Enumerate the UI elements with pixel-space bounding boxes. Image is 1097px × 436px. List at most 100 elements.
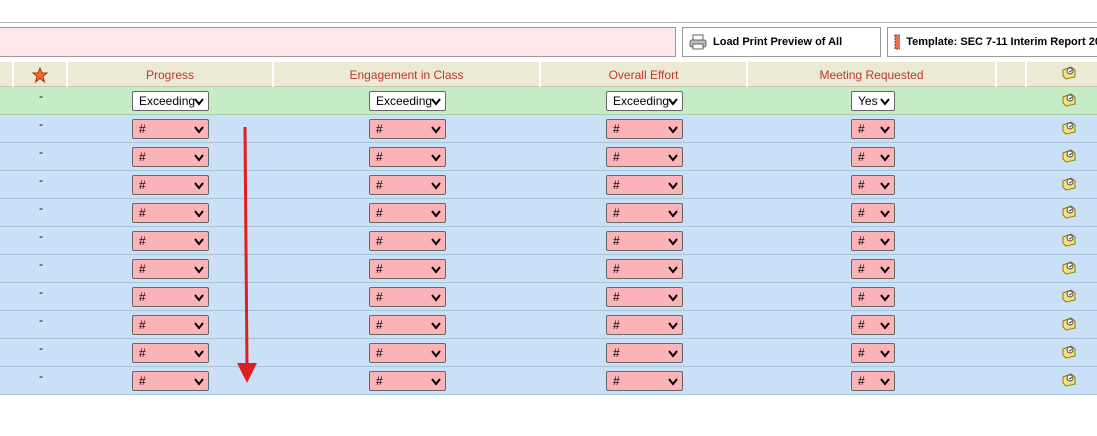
note-icon[interactable] bbox=[1062, 261, 1076, 275]
dropdown-value: # bbox=[139, 318, 146, 332]
note-icon[interactable] bbox=[1062, 233, 1076, 247]
print-button[interactable]: Load Print Preview of All bbox=[682, 27, 881, 57]
chevron bbox=[880, 182, 890, 190]
chevron bbox=[194, 322, 204, 330]
dropdown[interactable]: # bbox=[369, 231, 446, 251]
dropdown-value: # bbox=[858, 122, 865, 136]
dropdown[interactable]: # bbox=[369, 315, 446, 335]
dropdown[interactable]: # bbox=[606, 119, 683, 139]
dropdown[interactable]: # bbox=[851, 231, 895, 251]
dropdown[interactable]: # bbox=[369, 147, 446, 167]
dropdown[interactable]: # bbox=[851, 343, 895, 363]
note-icon[interactable] bbox=[1062, 121, 1076, 135]
chevron bbox=[880, 154, 890, 162]
dropdown[interactable]: # bbox=[132, 175, 209, 195]
note-icon[interactable] bbox=[1062, 177, 1076, 191]
dropdown[interactable]: # bbox=[851, 371, 895, 391]
chevron bbox=[431, 182, 441, 190]
column-header: Overall Effort bbox=[541, 62, 748, 87]
dropdown[interactable]: # bbox=[132, 259, 209, 279]
chevron bbox=[431, 266, 441, 274]
dropdown-value: # bbox=[376, 206, 383, 220]
note-icon[interactable] bbox=[1062, 149, 1076, 163]
dropdown-value: # bbox=[139, 150, 146, 164]
dropdown[interactable]: # bbox=[851, 259, 895, 279]
row-marker: - bbox=[39, 341, 43, 355]
dropdown-value: # bbox=[139, 122, 146, 136]
header-cell bbox=[0, 62, 14, 87]
chevron bbox=[880, 126, 890, 134]
dropdown[interactable]: # bbox=[369, 287, 446, 307]
chevron bbox=[668, 182, 678, 190]
row-marker: - bbox=[39, 313, 43, 327]
dropdown[interactable]: # bbox=[132, 371, 209, 391]
chevron bbox=[194, 126, 204, 134]
dropdown[interactable]: # bbox=[851, 119, 895, 139]
dropdown[interactable]: # bbox=[369, 259, 446, 279]
dropdown[interactable]: # bbox=[851, 203, 895, 223]
dropdown[interactable]: # bbox=[606, 147, 683, 167]
dropdown-value: # bbox=[376, 122, 383, 136]
dropdown[interactable]: # bbox=[132, 119, 209, 139]
template-button[interactable]: Template: SEC 7-11 Interim Report 20 bbox=[887, 27, 1097, 57]
chevron bbox=[668, 238, 678, 246]
row-marker: - bbox=[39, 201, 43, 215]
note-icon[interactable] bbox=[1062, 289, 1076, 303]
dropdown-value: # bbox=[613, 206, 620, 220]
note-icon[interactable] bbox=[1062, 345, 1076, 359]
star-header bbox=[14, 62, 68, 87]
note-icon[interactable] bbox=[1062, 66, 1076, 80]
dropdown[interactable]: Exceeding bbox=[132, 91, 209, 111]
dropdown[interactable]: # bbox=[606, 203, 683, 223]
dropdown[interactable]: # bbox=[369, 203, 446, 223]
chevron bbox=[194, 98, 204, 106]
dropdown[interactable]: # bbox=[132, 315, 209, 335]
note-icon[interactable] bbox=[1062, 317, 1076, 331]
dropdown[interactable]: # bbox=[851, 315, 895, 335]
chevron bbox=[431, 154, 441, 162]
dropdown[interactable]: # bbox=[132, 343, 209, 363]
dropdown[interactable]: # bbox=[606, 287, 683, 307]
dropdown[interactable]: # bbox=[606, 231, 683, 251]
row-marker: - bbox=[39, 89, 43, 103]
dropdown[interactable]: # bbox=[851, 287, 895, 307]
dropdown[interactable]: Exceeding bbox=[369, 91, 446, 111]
dropdown[interactable]: # bbox=[132, 203, 209, 223]
dropdown[interactable]: Yes bbox=[851, 91, 895, 111]
template-icon bbox=[894, 34, 901, 50]
dropdown-value: # bbox=[376, 262, 383, 276]
dropdown[interactable]: # bbox=[369, 343, 446, 363]
dropdown[interactable]: # bbox=[132, 147, 209, 167]
dropdown[interactable]: # bbox=[369, 371, 446, 391]
dropdown-value: # bbox=[858, 150, 865, 164]
dropdown-value: # bbox=[613, 374, 620, 388]
note-icon[interactable] bbox=[1062, 373, 1076, 387]
dropdown-value: # bbox=[858, 178, 865, 192]
chevron bbox=[880, 266, 890, 274]
dropdown[interactable]: # bbox=[851, 175, 895, 195]
chevron bbox=[668, 210, 678, 218]
chevron bbox=[431, 350, 441, 358]
dropdown[interactable]: # bbox=[606, 343, 683, 363]
star-icon bbox=[32, 66, 48, 83]
dropdown-value: # bbox=[613, 290, 620, 304]
dropdown[interactable]: # bbox=[369, 119, 446, 139]
dropdown[interactable]: # bbox=[606, 315, 683, 335]
dropdown-value: # bbox=[613, 346, 620, 360]
dropdown[interactable]: # bbox=[132, 231, 209, 251]
note-icon[interactable] bbox=[1062, 205, 1076, 219]
dropdown[interactable]: # bbox=[851, 147, 895, 167]
dropdown[interactable]: # bbox=[369, 175, 446, 195]
chevron bbox=[668, 294, 678, 302]
arrow-line bbox=[243, 126, 249, 366]
dropdown[interactable]: # bbox=[132, 287, 209, 307]
dropdown[interactable]: Exceeding bbox=[606, 91, 683, 111]
print-label: Load Print Preview of All bbox=[713, 36, 843, 48]
note-icon[interactable] bbox=[1062, 93, 1076, 107]
dropdown[interactable]: # bbox=[606, 175, 683, 195]
dropdown[interactable]: # bbox=[606, 259, 683, 279]
chevron bbox=[194, 378, 204, 386]
chevron bbox=[668, 154, 678, 162]
dropdown[interactable]: # bbox=[606, 371, 683, 391]
